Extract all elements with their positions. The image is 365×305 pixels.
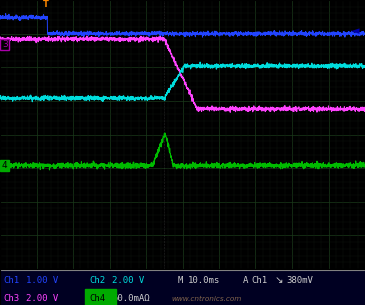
Text: 3: 3 <box>2 40 8 49</box>
Text: 1.00 V: 1.00 V <box>26 276 58 285</box>
Text: 380mV: 380mV <box>287 276 314 285</box>
Text: 10.0ms: 10.0ms <box>188 276 220 285</box>
Text: T: T <box>43 0 49 9</box>
Text: Ch3: Ch3 <box>4 294 20 303</box>
Text: M: M <box>178 276 184 285</box>
Text: 4: 4 <box>2 161 7 170</box>
Text: Ch4: Ch4 <box>89 294 105 303</box>
Text: 50.0mAΩ: 50.0mAΩ <box>112 294 150 303</box>
Text: Ch2: Ch2 <box>89 276 105 285</box>
Text: Ch1: Ch1 <box>4 276 20 285</box>
Text: www.cntronics.com: www.cntronics.com <box>172 296 242 302</box>
Text: A: A <box>243 276 248 285</box>
Text: Ch1: Ch1 <box>252 276 268 285</box>
Text: ◄: ◄ <box>351 26 360 36</box>
Text: ↘: ↘ <box>274 275 283 285</box>
Text: 2.00 V: 2.00 V <box>112 276 145 285</box>
Text: 2.00 V: 2.00 V <box>26 294 58 303</box>
FancyBboxPatch shape <box>85 289 116 305</box>
